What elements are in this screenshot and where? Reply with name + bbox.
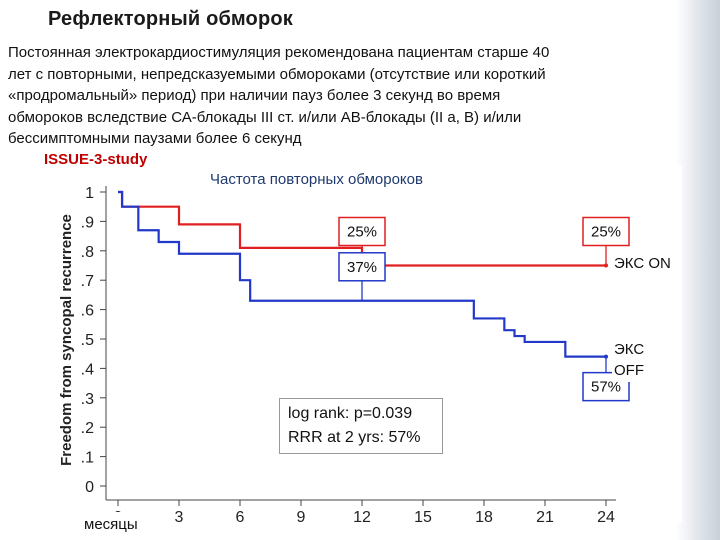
y-tick-label: .1 — [81, 450, 94, 467]
x-tick-label: 12 — [353, 509, 371, 526]
study-label: ISSUE-3-study — [44, 151, 148, 168]
body-line: лет с повторными, непредсказуемыми обмор… — [8, 65, 546, 83]
body-text: Постоянная электрокардиостимуляция реком… — [8, 42, 678, 150]
series-line — [118, 190, 606, 358]
body-line: «продромальный» период) при наличии пауз… — [8, 87, 501, 104]
x-tick-label: 18 — [475, 509, 493, 526]
y-tick-label: .4 — [81, 361, 94, 378]
body-line: бессимптомными паузами более 6 секунд — [8, 130, 302, 147]
y-axis-label: Freedom from syncopal recurrence — [58, 214, 75, 466]
stats-box: log rank: p=0.039 RRR at 2 yrs: 57% — [279, 398, 443, 454]
y-tick-label: .3 — [81, 391, 94, 408]
x-tick-label: 3 — [175, 509, 184, 526]
x-tick-label: 9 — [297, 509, 306, 526]
annotation-box — [338, 252, 386, 282]
y-tick-label: .2 — [81, 420, 94, 437]
stats-line-rrr: RRR at 2 yrs: 57% — [288, 429, 421, 446]
body-line: обмороков вследствие СА-блокады III ст. … — [8, 108, 522, 126]
body-line: Постоянная электрокардиостимуляция реком… — [8, 44, 550, 61]
stats-line-logrank: log rank: p=0.039 — [288, 405, 413, 422]
series-label-off-line2: OFF — [614, 362, 644, 379]
annotation-box — [582, 216, 630, 247]
y-tick-label: .5 — [81, 332, 94, 349]
annotation-box — [338, 216, 386, 247]
y-tick-label: .6 — [81, 303, 94, 320]
slide-title: Рефлекторный обморок — [48, 8, 294, 30]
y-tick-label: 0 — [85, 479, 94, 496]
chart-title: Частота повторных обмороков — [210, 171, 423, 188]
series-label-off: ЭКС OFF — [612, 338, 647, 382]
x-axis-label: месяцы — [76, 512, 158, 538]
annotation-label: 25% — [591, 224, 621, 241]
y-tick-label: .9 — [81, 214, 94, 231]
x-tick-label: 6 — [236, 509, 245, 526]
x-tick-label: 21 — [536, 509, 554, 526]
x-tick-label: 15 — [414, 509, 432, 526]
y-tick-label: .7 — [81, 273, 94, 290]
series-label-off-line1: ЭКС — [614, 341, 645, 358]
annotation-label: 37% — [347, 259, 377, 276]
slide-decor-band — [676, 0, 720, 540]
annotation-label: 57% — [591, 379, 621, 396]
y-tick-label: 1 — [85, 185, 94, 202]
y-tick-label: .8 — [81, 244, 94, 261]
x-tick-label: 24 — [597, 509, 615, 526]
annotation-label: 25% — [347, 224, 377, 241]
series-label-on: ЭКС ON — [612, 252, 673, 275]
